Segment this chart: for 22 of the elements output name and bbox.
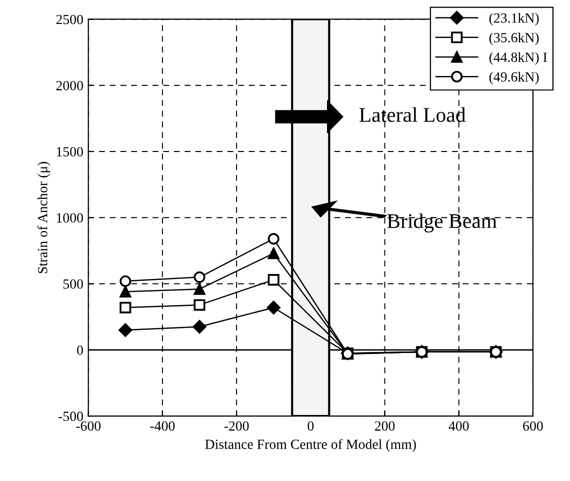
y-tick-label: 2500 <box>56 14 83 24</box>
legend-label: (49.6kN) <box>489 72 539 84</box>
y-tick-label: 1000 <box>56 213 83 223</box>
annotation: Lateral Load <box>359 107 466 122</box>
y-axis-title: Strain of Anchor (μ) <box>37 162 50 274</box>
x-axis-title: Distance From Centre of Model (mm) <box>205 439 416 452</box>
y-tick-label: 1500 <box>56 147 83 156</box>
annotation: Bridge Beam <box>387 213 497 232</box>
legend-label: (35.6kN) <box>489 32 539 46</box>
x-tick-label: 600 <box>523 421 543 431</box>
x-tick-label: 400 <box>448 421 469 431</box>
x-tick-label: -400 <box>150 421 175 431</box>
x-tick-label: 200 <box>374 421 395 431</box>
legend-label: (23.1kN) <box>489 12 539 26</box>
x-tick-label: -200 <box>224 421 249 431</box>
x-tick-label: -600 <box>76 421 101 431</box>
y-tick-label: 0 <box>77 346 83 355</box>
legend-label: (44.8kN) I <box>489 52 547 65</box>
y-tick-label: -500 <box>58 412 83 422</box>
y-tick-label: 2000 <box>56 80 83 90</box>
x-tick-label: 0 <box>308 421 314 431</box>
y-tick-label: 500 <box>63 279 83 289</box>
